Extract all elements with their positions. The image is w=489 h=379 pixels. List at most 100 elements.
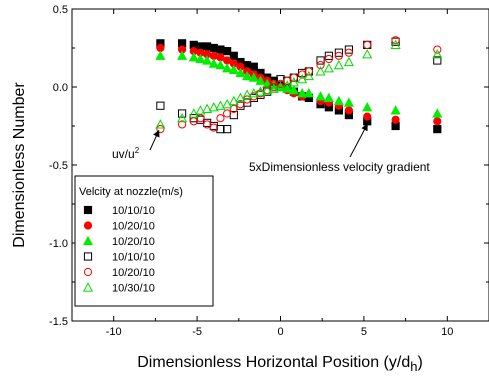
- data-point: [216, 114, 225, 123]
- data-point: [177, 120, 187, 129]
- data-point: [189, 117, 198, 126]
- legend-title: Velcity at nozzle(m/s): [79, 186, 183, 198]
- data-point: [222, 98, 233, 109]
- data-point: [316, 61, 325, 70]
- data-point: [208, 58, 219, 68]
- data-point: [362, 102, 373, 112]
- series-3: [155, 50, 443, 118]
- legend: Velcity at nozzle(m/s) 10/10/1010/20/101…: [74, 175, 214, 307]
- data-point: [155, 50, 166, 60]
- data-point: [344, 45, 353, 54]
- legend-label: 10/10/10: [112, 252, 155, 264]
- legend-marker: [83, 267, 93, 277]
- data-point: [433, 125, 442, 134]
- data-point: [177, 50, 188, 60]
- data-point: [216, 45, 225, 54]
- data-point: [304, 67, 313, 76]
- data-point: [235, 67, 246, 78]
- y-tick-label: -1.5: [49, 316, 68, 328]
- legend-label: 10/20/10: [112, 267, 155, 279]
- data-point: [362, 48, 373, 59]
- data-point: [297, 87, 308, 98]
- legend-marker: [83, 221, 93, 230]
- data-point: [156, 43, 165, 53]
- data-point: [202, 55, 213, 65]
- gradient-annotation-arrow: [349, 123, 368, 158]
- data-point: [315, 66, 326, 76]
- data-point: [215, 59, 226, 70]
- data-point: [324, 51, 333, 60]
- legend-marker: [82, 282, 94, 292]
- data-point: [216, 125, 225, 134]
- legend-label: 10/20/10: [112, 221, 155, 233]
- legend-marker: [83, 252, 93, 261]
- data-point: [343, 56, 354, 67]
- legend-label: 10/20/10: [112, 236, 155, 248]
- x-tick-label: -5: [192, 326, 202, 338]
- gradient-annotation-label: 5xDimensionless velocity gradient: [249, 160, 430, 174]
- data-point: [215, 100, 226, 110]
- data-point: [223, 56, 232, 65]
- data-point: [391, 36, 400, 45]
- legend-label: 10/10/10: [112, 205, 155, 217]
- y-tick-label: 0.0: [53, 82, 68, 94]
- data-point: [288, 84, 299, 95]
- y-tick-label: 0.5: [53, 4, 68, 16]
- data-point: [391, 115, 400, 124]
- data-point: [242, 70, 253, 81]
- data-point: [229, 51, 238, 60]
- x-axis-label: Dimensionless Horizontal Position (y/dh): [137, 354, 423, 374]
- data-point: [177, 112, 188, 123]
- data-point: [323, 92, 334, 103]
- x-axis-label-sub: h: [410, 359, 417, 374]
- data-point: [202, 103, 213, 113]
- data-point: [433, 117, 442, 126]
- data-point: [363, 40, 372, 49]
- data-point: [432, 108, 443, 118]
- data-point: [248, 72, 259, 82]
- series-6: [155, 39, 443, 129]
- data-point: [333, 95, 344, 106]
- data-point: [208, 102, 219, 112]
- data-point: [283, 76, 292, 85]
- data-point: [156, 101, 165, 110]
- data-point: [390, 39, 401, 49]
- x-tick-label: 0: [277, 326, 283, 338]
- x-tick-label: -10: [106, 326, 122, 338]
- data-point: [268, 83, 279, 93]
- uv-annotation-sup: 2: [135, 146, 140, 155]
- data-point: [209, 123, 218, 132]
- data-point: [255, 86, 266, 96]
- gradient-annotation: 5xDimensionless velocity gradient: [249, 123, 430, 174]
- data-point: [235, 92, 246, 103]
- data-point: [209, 43, 218, 53]
- data-point: [344, 48, 353, 57]
- x-tick-label: 10: [441, 326, 453, 338]
- data-point: [222, 63, 233, 73]
- legend-label: 10/30/10: [112, 283, 155, 295]
- y-tick-label: -0.5: [49, 160, 68, 172]
- legend-items: 10/10/10 10/20/10 10/20/10 10/10/10 10/20/10…: [82, 205, 155, 295]
- data-point: [262, 84, 273, 95]
- y-tick-label: -1.0: [49, 238, 68, 250]
- data-point: [315, 91, 326, 101]
- data-point: [255, 75, 266, 85]
- uv-annotation-label: uv/u2: [112, 146, 140, 161]
- data-point: [203, 120, 212, 129]
- data-point: [334, 51, 343, 60]
- data-point: [228, 95, 239, 106]
- data-point: [289, 73, 298, 82]
- data-point: [223, 109, 232, 118]
- data-point: [333, 59, 344, 70]
- data-point: [155, 119, 166, 129]
- data-point: [189, 114, 198, 123]
- data-point: [177, 109, 187, 118]
- data-point: [248, 87, 259, 98]
- data-point: [156, 125, 165, 134]
- data-point: [195, 53, 206, 64]
- uv-annotation: uv/u2: [112, 129, 160, 161]
- data-point: [303, 87, 314, 98]
- data-point: [196, 114, 205, 123]
- data-point: [203, 42, 212, 51]
- data-point: [223, 47, 232, 56]
